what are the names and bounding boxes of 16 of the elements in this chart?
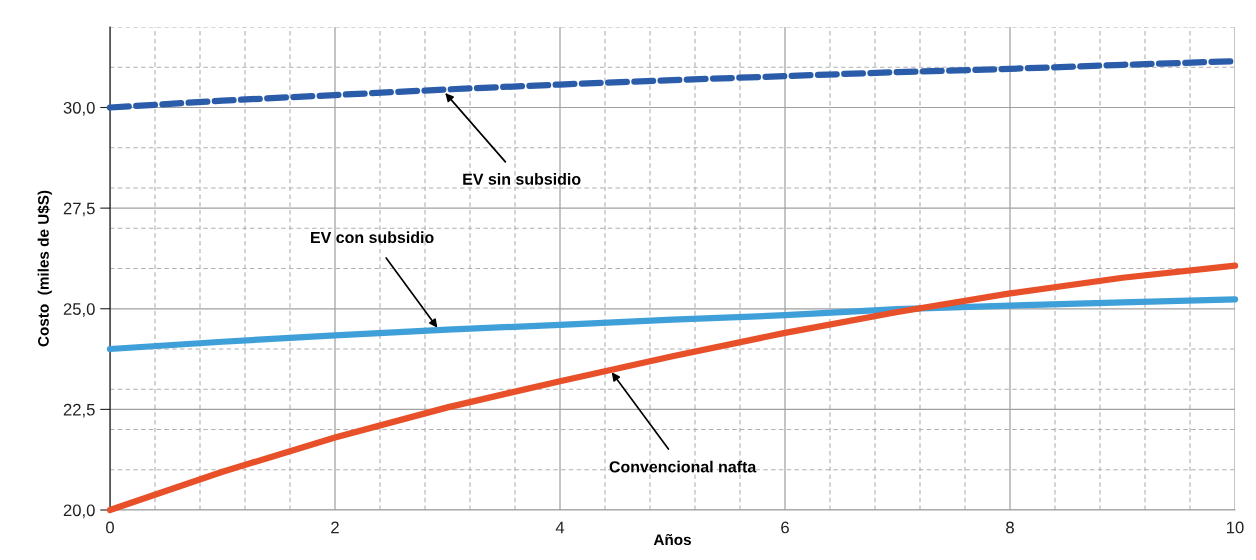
- x-axis-title: Años: [653, 533, 691, 546]
- x-tick-label: 10: [1227, 521, 1244, 534]
- annotation: EV sin subsidio: [463, 173, 581, 185]
- y-tick-label: 22,5: [63, 403, 95, 418]
- y-tick-label: 20,0: [63, 504, 95, 519]
- y-axis-title: Costo (miles de U$S): [37, 190, 52, 347]
- x-tick-label: 4: [555, 521, 565, 534]
- y-tick-label: 30,0: [63, 101, 95, 116]
- annotation: Convencional nafta: [609, 460, 757, 473]
- x-tick-label: 2: [331, 521, 339, 534]
- x-tick-label: 0: [106, 521, 114, 534]
- y-tick-label: 27,5: [63, 202, 95, 217]
- y-tick-label: 25,0: [63, 303, 95, 317]
- annotation: EV con subsidio: [311, 231, 434, 244]
- x-tick-label: 6: [781, 521, 789, 534]
- x-tick-label: 8: [1006, 521, 1014, 534]
